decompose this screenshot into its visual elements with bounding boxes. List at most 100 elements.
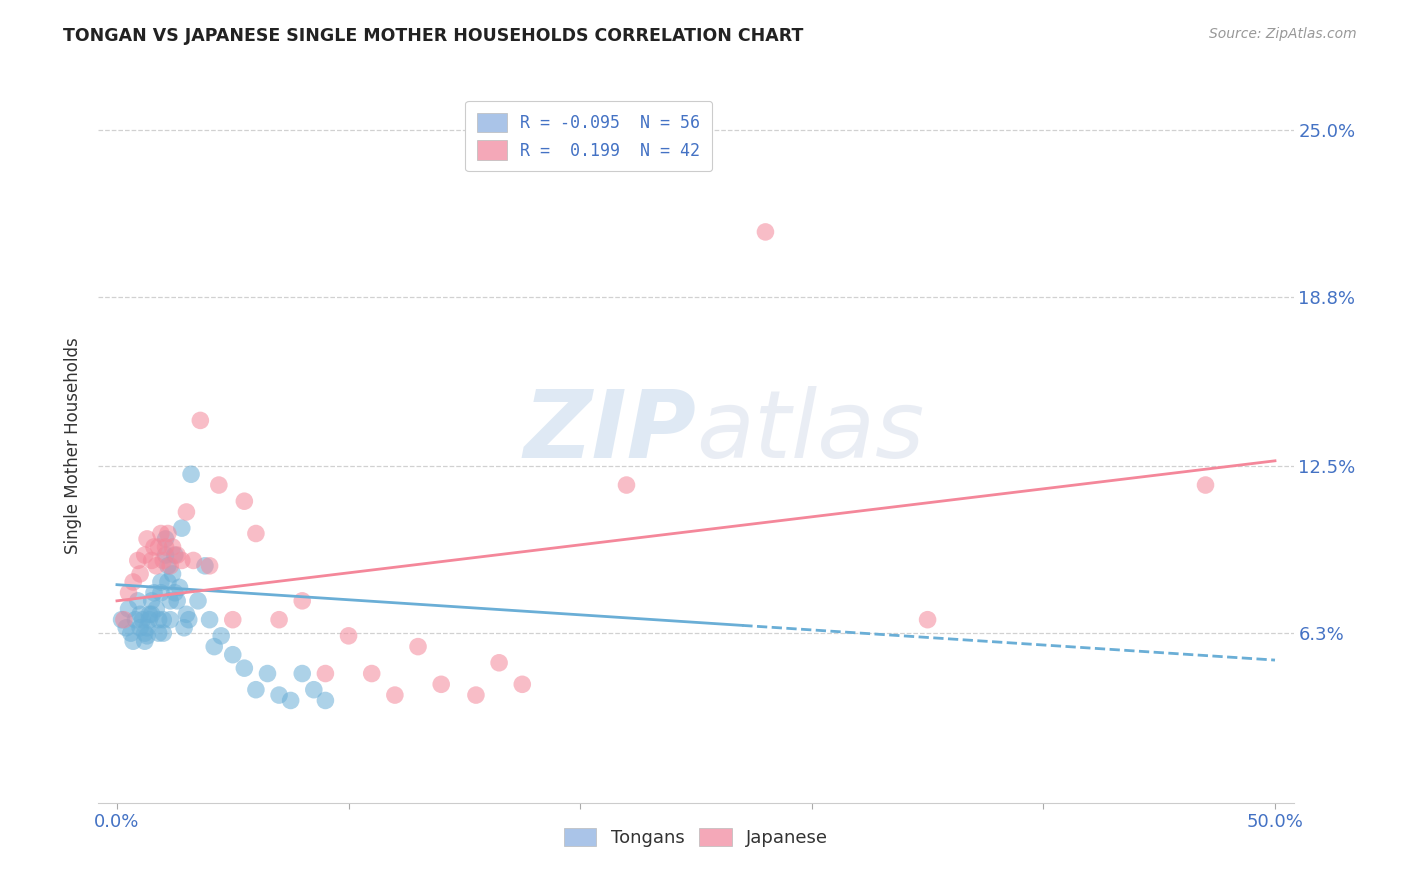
Point: [136, 532, 159, 546]
Point: [127, 594, 149, 608]
Point: [152, 613, 174, 627]
Point: [198, 613, 221, 627]
Point: [149, 574, 172, 589]
Point: [176, 607, 198, 622]
Text: TONGAN VS JAPANESE SINGLE MOTHER HOUSEHOLDS CORRELATION CHART: TONGAN VS JAPANESE SINGLE MOTHER HOUSEHO…: [63, 27, 804, 45]
Point: [127, 553, 149, 567]
Point: [156, 574, 179, 589]
Y-axis label: Single Mother Households: Single Mother Households: [65, 338, 83, 554]
Point: [267, 613, 290, 627]
Point: [124, 613, 146, 627]
Point: [143, 586, 166, 600]
Point: [117, 586, 139, 600]
Point: [148, 626, 170, 640]
Point: [406, 640, 429, 654]
Point: [465, 688, 488, 702]
Point: [209, 629, 232, 643]
Point: [245, 526, 267, 541]
Point: [129, 621, 152, 635]
Point: [122, 574, 145, 589]
Point: [170, 521, 193, 535]
Point: [510, 677, 533, 691]
Point: [208, 478, 231, 492]
Point: [198, 558, 221, 573]
Point: [136, 621, 159, 635]
Point: [177, 613, 200, 627]
Point: [112, 613, 135, 627]
Point: [173, 621, 195, 635]
Point: [291, 594, 314, 608]
Text: Source: ZipAtlas.com: Source: ZipAtlas.com: [1209, 27, 1357, 41]
Point: [302, 682, 325, 697]
Point: [134, 634, 156, 648]
Point: [163, 548, 186, 562]
Point: [222, 613, 245, 627]
Point: [155, 548, 177, 562]
Point: [141, 553, 163, 567]
Point: [149, 526, 172, 541]
Point: [176, 505, 198, 519]
Point: [131, 613, 153, 627]
Point: [162, 540, 184, 554]
Point: [143, 540, 166, 554]
Point: [159, 558, 181, 573]
Point: [314, 666, 336, 681]
Legend: Tongans, Japanese: Tongans, Japanese: [557, 821, 835, 855]
Point: [145, 602, 167, 616]
Point: [155, 532, 177, 546]
Point: [488, 656, 510, 670]
Text: atlas: atlas: [696, 386, 924, 477]
Point: [120, 626, 142, 640]
Point: [384, 688, 406, 702]
Point: [141, 594, 163, 608]
Point: [134, 626, 156, 640]
Point: [129, 566, 152, 581]
Point: [155, 540, 177, 554]
Point: [156, 558, 179, 573]
Point: [187, 594, 209, 608]
Point: [141, 607, 163, 622]
Point: [110, 613, 132, 627]
Point: [202, 640, 225, 654]
Point: [122, 634, 145, 648]
Point: [194, 558, 217, 573]
Point: [337, 629, 360, 643]
Point: [280, 693, 302, 707]
Point: [163, 586, 186, 600]
Point: [152, 553, 174, 567]
Point: [166, 548, 188, 562]
Point: [754, 225, 776, 239]
Point: [233, 661, 256, 675]
Point: [145, 558, 167, 573]
Point: [156, 526, 179, 541]
Point: [256, 666, 278, 681]
Point: [148, 540, 170, 554]
Point: [134, 548, 156, 562]
Point: [291, 666, 314, 681]
Point: [616, 478, 638, 492]
Point: [138, 613, 160, 627]
Point: [1194, 478, 1216, 492]
Point: [170, 553, 193, 567]
Point: [117, 602, 139, 616]
Point: [115, 621, 138, 635]
Point: [180, 467, 202, 482]
Point: [233, 494, 256, 508]
Point: [360, 666, 382, 681]
Point: [166, 594, 188, 608]
Point: [169, 580, 191, 594]
Point: [917, 613, 939, 627]
Point: [149, 586, 172, 600]
Point: [159, 613, 181, 627]
Point: [183, 553, 205, 567]
Point: [152, 626, 174, 640]
Text: ZIP: ZIP: [523, 385, 696, 478]
Point: [430, 677, 453, 691]
Point: [188, 413, 211, 427]
Point: [148, 613, 170, 627]
Point: [136, 629, 159, 643]
Point: [245, 682, 267, 697]
Point: [129, 607, 152, 622]
Point: [267, 688, 290, 702]
Point: [159, 594, 181, 608]
